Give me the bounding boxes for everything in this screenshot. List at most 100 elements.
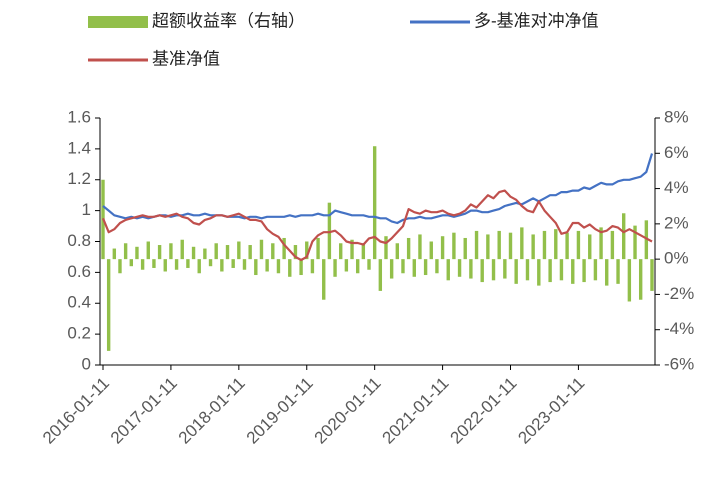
bar [638, 259, 643, 300]
y-tick-label: 0.2 [67, 324, 91, 343]
line [102, 153, 654, 225]
bar [197, 259, 201, 274]
bar [350, 239, 354, 260]
bar [344, 259, 349, 272]
bar [225, 245, 230, 260]
y2-tick-label: 4% [664, 178, 689, 197]
y2-tick-label: -4% [664, 319, 694, 338]
bar [480, 259, 484, 283]
bar [367, 259, 371, 270]
bar [140, 259, 145, 270]
y-tick-label: 1 [82, 200, 91, 219]
bar [237, 241, 241, 260]
bar [112, 248, 117, 260]
bar [469, 259, 473, 279]
legend-swatch [88, 16, 148, 28]
bar [288, 259, 292, 277]
bar [203, 248, 207, 260]
bar [123, 243, 128, 260]
bar [599, 227, 603, 260]
y-tick-label: 0 [82, 354, 91, 373]
y-tick-label: 1.4 [67, 138, 91, 157]
y2-tick-label: -6% [664, 354, 694, 373]
bar [633, 225, 637, 260]
bar [389, 259, 394, 279]
bar [525, 259, 530, 281]
bar [355, 259, 360, 274]
bar [565, 232, 569, 260]
bar [542, 230, 547, 260]
x-tick-label: 2021-01-11 [379, 374, 453, 448]
bar [299, 259, 303, 276]
y-tick-label: 0.8 [67, 231, 91, 250]
bar [259, 239, 264, 260]
bar [406, 237, 411, 260]
bar [271, 243, 275, 260]
line [101, 189, 653, 262]
bar [174, 259, 179, 270]
legend-label: 多-基准对冲净值 [474, 11, 599, 30]
bar [214, 243, 218, 260]
bar [650, 259, 654, 291]
bar [401, 259, 405, 274]
bar [361, 243, 366, 260]
bar [135, 246, 139, 260]
bar [333, 259, 337, 277]
bar [491, 259, 496, 281]
x-tick-label: 2017-01-11 [107, 374, 181, 448]
bar [118, 259, 122, 274]
y2-tick-label: 2% [664, 213, 689, 232]
bar [554, 229, 558, 260]
bar [395, 243, 400, 260]
bar [435, 259, 439, 274]
y-tick-label: 1.6 [67, 107, 91, 126]
bar [514, 259, 518, 284]
bar [293, 245, 298, 260]
bar [254, 259, 258, 276]
bar [339, 243, 343, 260]
bar [186, 259, 190, 268]
y2-tick-label: 0% [664, 249, 689, 268]
bar [265, 259, 269, 272]
legend-label: 超额收益率（右轴） [152, 11, 305, 30]
bar [106, 259, 111, 351]
bar [571, 259, 575, 284]
x-tick-label: 2022-01-11 [446, 374, 520, 448]
bar [446, 259, 450, 281]
y-tick-label: 1.2 [67, 169, 91, 188]
bar [644, 220, 649, 260]
bar [418, 234, 422, 260]
x-tick-label: 2023-01-11 [514, 374, 588, 448]
bar [157, 245, 162, 260]
y-tick-label: 0.4 [67, 293, 91, 312]
bar [305, 241, 309, 260]
bar [372, 146, 377, 260]
x-tick-label: 2019-01-11 [243, 374, 317, 448]
bar [316, 237, 320, 260]
bar [576, 230, 581, 260]
bar [180, 239, 184, 260]
bar [423, 259, 428, 276]
bar [497, 230, 501, 260]
bar [627, 259, 632, 302]
x-tick-label: 2020-01-11 [311, 374, 385, 448]
bar [605, 259, 609, 286]
bar [508, 232, 513, 260]
y-tick-label: 0.6 [67, 262, 91, 281]
bar [152, 259, 156, 268]
bar [531, 234, 535, 260]
bar [588, 234, 592, 260]
bar [191, 246, 196, 260]
bar [440, 236, 445, 260]
bar [163, 259, 167, 272]
bar [310, 259, 315, 274]
y2-tick-label: 6% [664, 143, 689, 162]
bar [622, 213, 626, 260]
bar [248, 245, 252, 260]
bar [242, 259, 247, 270]
bar [129, 259, 133, 267]
bar [486, 234, 490, 260]
bar [537, 259, 541, 286]
x-tick-label: 2018-01-11 [175, 374, 249, 448]
bar [384, 236, 388, 260]
